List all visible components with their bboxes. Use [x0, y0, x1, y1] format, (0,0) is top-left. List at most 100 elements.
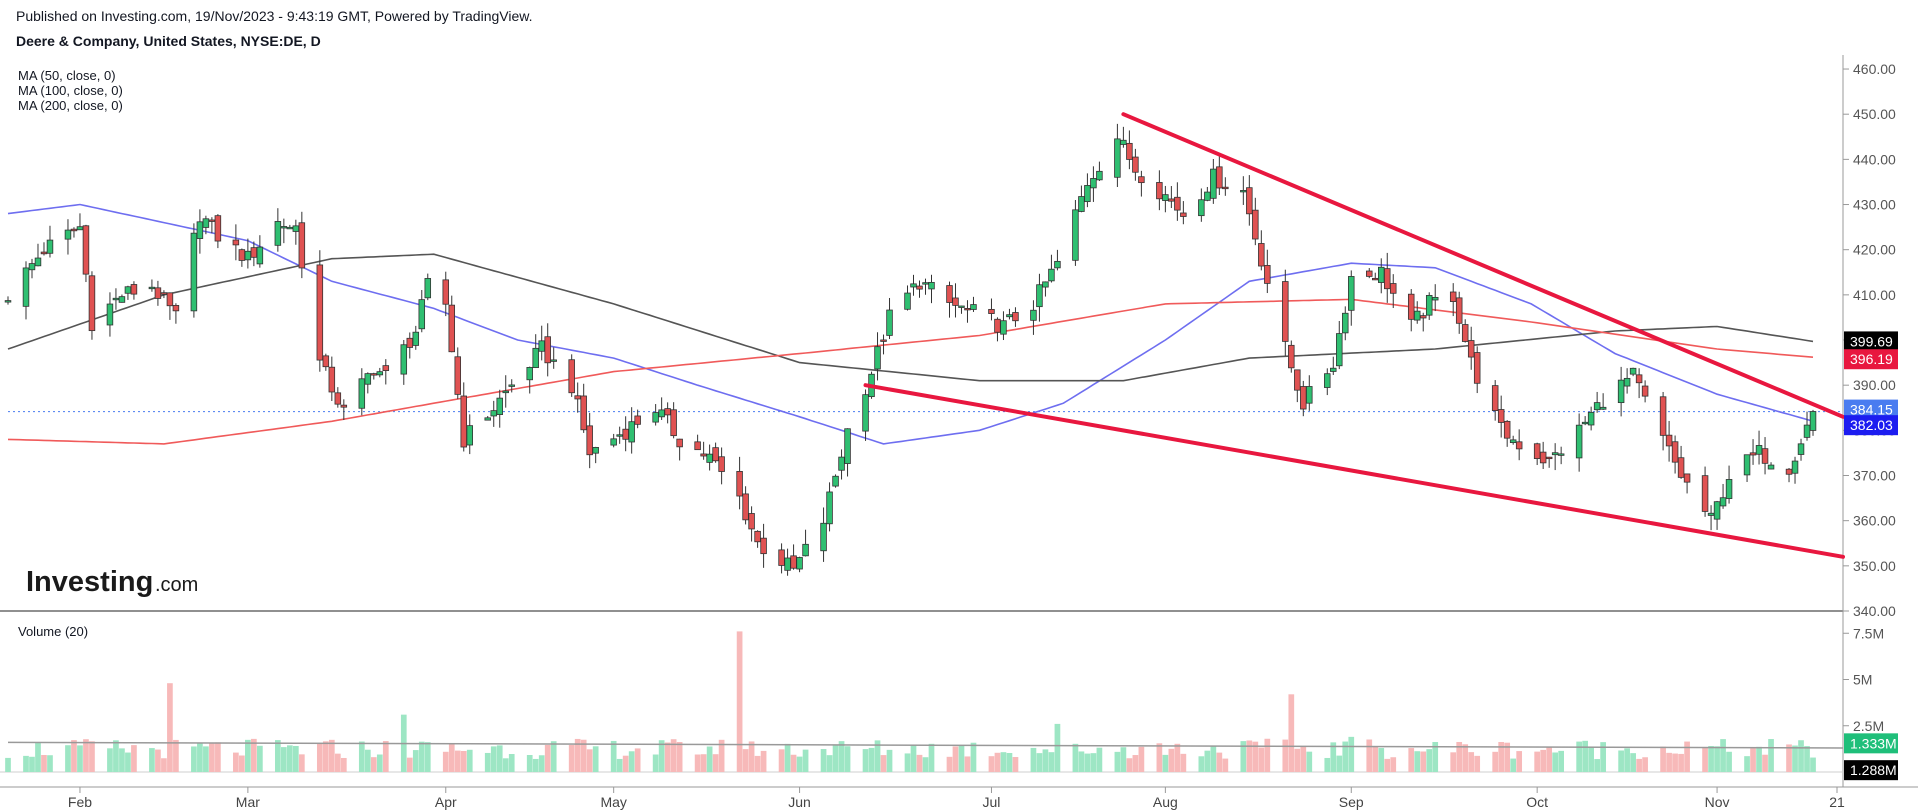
- candle-body: [586, 425, 593, 456]
- candle-body: [370, 373, 378, 376]
- candle: [1497, 395, 1505, 438]
- candle-body: [1791, 460, 1799, 474]
- volume-bar: [286, 745, 293, 772]
- volume-bar: [922, 757, 929, 772]
- candle-body: [1449, 291, 1457, 302]
- candle-body: [1533, 443, 1541, 460]
- volume-bar: [880, 755, 887, 772]
- candle: [1407, 289, 1415, 332]
- candle: [1174, 182, 1181, 221]
- candle: [1264, 249, 1271, 294]
- volume-bar: [161, 758, 167, 772]
- candle-body: [880, 339, 887, 342]
- volume-bar: [1090, 753, 1097, 772]
- candle-body: [358, 378, 366, 409]
- candle: [1336, 320, 1343, 370]
- candle-body: [1174, 196, 1181, 211]
- volume-bar: [197, 743, 203, 772]
- candle: [508, 379, 515, 393]
- volume-bar: [1582, 740, 1588, 772]
- candle-body: [1713, 501, 1721, 520]
- volume-bar: [1222, 758, 1229, 772]
- candle: [874, 332, 881, 381]
- candle-body: [160, 292, 168, 295]
- candle: [334, 387, 342, 408]
- volume-bar: [706, 746, 713, 772]
- ma100-legend[interactable]: MA (100, close, 0): [18, 83, 123, 98]
- volume-bar: [628, 751, 635, 772]
- candle: [64, 219, 72, 255]
- volume-bar: [340, 757, 347, 772]
- candle: [1767, 462, 1775, 470]
- candle-body: [616, 434, 623, 437]
- ma200-price-tag-box: [1844, 349, 1898, 370]
- wedge-trendline[interactable]: [863, 383, 1845, 559]
- candle: [46, 225, 54, 258]
- candle: [1096, 161, 1103, 181]
- candle-body: [1515, 441, 1523, 450]
- candle-body: [1425, 295, 1433, 316]
- candle-body: [1677, 457, 1685, 478]
- ma50-price-tag: 382.03: [1844, 415, 1898, 436]
- volume-bar: [946, 756, 953, 772]
- candle: [1761, 437, 1769, 475]
- candle-body: [1809, 411, 1817, 431]
- volume-bar: [125, 752, 131, 772]
- volume-bar: [1702, 747, 1708, 772]
- ma200-legend[interactable]: MA (200, close, 0): [18, 98, 123, 113]
- volume-bar: [1786, 744, 1792, 772]
- candle-body: [1641, 385, 1649, 397]
- wedge-trendline[interactable]: [1121, 112, 1845, 419]
- candle: [1551, 443, 1559, 471]
- candle: [1222, 177, 1229, 196]
- candle-body: [628, 421, 635, 443]
- volume-bar: [874, 740, 881, 772]
- volume-bar: [694, 754, 701, 772]
- candle: [1162, 185, 1169, 213]
- candle-body: [1803, 424, 1811, 438]
- volume-bar: [358, 741, 365, 772]
- candle: [1575, 413, 1583, 472]
- candle: [736, 456, 743, 510]
- price-tick-label: 350.00: [1853, 558, 1896, 574]
- candle: [1797, 438, 1805, 461]
- candle-body: [580, 395, 587, 431]
- candles: [4, 123, 1817, 576]
- candle: [1725, 465, 1733, 504]
- time-tick-label: Mar: [236, 794, 260, 810]
- volume-bar: [634, 748, 641, 772]
- volume-legend[interactable]: Volume (20): [18, 624, 89, 639]
- volume-bar: [1096, 747, 1103, 772]
- volume-bar: [1660, 746, 1666, 772]
- candle: [328, 356, 336, 402]
- volume-bar: [844, 746, 851, 772]
- volume-bar: [281, 747, 287, 772]
- candle-body: [292, 225, 300, 232]
- volume-tag: 1.333M: [1844, 733, 1898, 754]
- volume-bar: [670, 739, 677, 772]
- candle: [880, 334, 887, 355]
- volume-bar: [658, 740, 665, 772]
- candle-body: [1461, 324, 1469, 342]
- volume-bar: [460, 750, 467, 772]
- candle-body: [286, 226, 294, 230]
- candle: [826, 482, 833, 532]
- candle: [118, 294, 126, 303]
- candle: [1156, 170, 1163, 211]
- volume-bar: [652, 754, 659, 772]
- candle: [1288, 340, 1295, 373]
- volume-bar: [83, 739, 89, 772]
- volume-bar: [826, 755, 833, 772]
- candle: [1431, 284, 1439, 312]
- candle-body: [958, 305, 965, 308]
- candle-body: [1132, 156, 1139, 173]
- chart-frame: [0, 55, 1918, 788]
- candle: [802, 529, 809, 557]
- volume-bar: [1792, 745, 1798, 772]
- time-tick-label: 21: [1829, 794, 1845, 810]
- volume-bar: [1600, 742, 1606, 772]
- candle: [202, 215, 210, 235]
- candle: [466, 414, 473, 455]
- ma50-legend[interactable]: MA (50, close, 0): [18, 68, 116, 83]
